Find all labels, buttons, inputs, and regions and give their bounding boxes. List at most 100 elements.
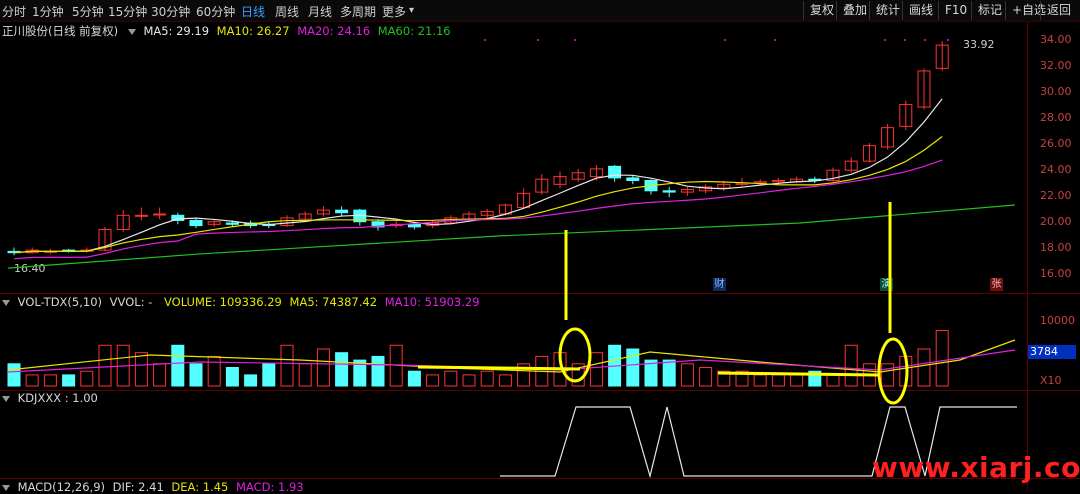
volume-header: VOL-TDX(5,10) VVOL: - VOLUME: 109336.29 … bbox=[2, 295, 480, 309]
candle-body bbox=[134, 214, 148, 217]
volume-bar bbox=[790, 374, 804, 387]
chevron-down-icon[interactable]: ▾ bbox=[409, 5, 415, 16]
dropdown-icon[interactable] bbox=[2, 299, 10, 306]
candle-body bbox=[553, 176, 567, 185]
dropdown-icon[interactable] bbox=[127, 28, 136, 35]
candle-body bbox=[862, 145, 876, 162]
volume-bar bbox=[98, 344, 112, 387]
volume-bar bbox=[844, 344, 858, 387]
candle-body bbox=[608, 165, 622, 179]
signal-dot bbox=[884, 39, 886, 41]
volume-bar bbox=[753, 374, 767, 387]
volume-bar bbox=[134, 352, 148, 387]
volume-value: VOLUME: 109336.29 bbox=[164, 295, 282, 309]
kdj-line bbox=[500, 406, 1017, 479]
tab-1min[interactable]: 1分钟 bbox=[32, 5, 64, 19]
volume-bar bbox=[935, 330, 949, 387]
ma20-line bbox=[13, 159, 943, 260]
stock-label: 正川股份(日线 前复权) bbox=[2, 24, 119, 38]
y-tick: 28.00 bbox=[1040, 111, 1072, 124]
candle-body bbox=[899, 103, 913, 127]
volume-bar bbox=[80, 370, 94, 387]
low-price-label: 16.40 bbox=[14, 262, 46, 275]
candle-body bbox=[935, 44, 949, 69]
candle-body bbox=[171, 214, 185, 221]
tab-5min[interactable]: 5分钟 bbox=[72, 5, 104, 19]
candle-body bbox=[844, 160, 858, 171]
ma60-value: MA60: 21.16 bbox=[377, 24, 451, 38]
overlay-button[interactable]: 叠加 bbox=[836, 1, 873, 20]
tab-30min[interactable]: 30分钟 bbox=[151, 5, 191, 19]
current-volume-box: 3784 bbox=[1028, 345, 1076, 359]
volume-bar bbox=[171, 344, 185, 387]
adjust-button[interactable]: 复权 bbox=[803, 1, 840, 20]
tab-more[interactable]: 更多 bbox=[382, 5, 407, 19]
vol-ma10: MA10: 51903.29 bbox=[384, 295, 480, 309]
signal-dot bbox=[924, 39, 926, 41]
candle-body bbox=[589, 168, 603, 178]
volume-bar bbox=[153, 363, 167, 387]
pane-divider bbox=[0, 390, 1080, 391]
pane-divider bbox=[0, 478, 1080, 479]
volume-bar bbox=[280, 344, 294, 387]
volume-bar bbox=[7, 363, 21, 387]
candle-body bbox=[699, 186, 713, 192]
f10-button[interactable]: F10 bbox=[938, 1, 973, 20]
volume-bar bbox=[407, 370, 421, 387]
volume-bar bbox=[25, 374, 39, 387]
tab-monthly[interactable]: 月线 bbox=[308, 5, 333, 19]
candle-body bbox=[407, 223, 421, 228]
signal-dot bbox=[904, 39, 906, 41]
tab-60min[interactable]: 60分钟 bbox=[196, 5, 236, 19]
candle-body bbox=[316, 209, 330, 215]
candle-body bbox=[662, 190, 676, 193]
dropdown-icon[interactable] bbox=[2, 395, 10, 402]
ma10-line bbox=[13, 136, 943, 254]
candle-body bbox=[771, 179, 785, 183]
tab-multi-period[interactable]: 多周期 bbox=[340, 5, 377, 19]
tab-daily[interactable]: 日线 bbox=[241, 5, 266, 19]
candle-body bbox=[335, 209, 349, 214]
candle-body bbox=[371, 221, 385, 228]
volume-bar bbox=[480, 370, 494, 387]
pane-divider bbox=[0, 293, 1080, 294]
ma20-value: MA20: 24.16 bbox=[297, 24, 371, 38]
volume-bar bbox=[316, 348, 330, 387]
period-toolbar: 分时 1分钟 5分钟 15分钟 30分钟 60分钟 日线 周线 月线 多周期 更… bbox=[0, 0, 1080, 22]
add-watchlist-button[interactable]: +自选 bbox=[1005, 1, 1052, 20]
vol-y-tick: 10000 bbox=[1040, 314, 1075, 327]
signal-dot bbox=[574, 39, 576, 41]
vvol-value: VVOL: - bbox=[109, 295, 153, 309]
ma5-value: MA5: 29.19 bbox=[143, 24, 210, 38]
y-tick: 22.00 bbox=[1040, 189, 1072, 202]
mark-button[interactable]: 标记 bbox=[971, 1, 1008, 20]
volume-bar bbox=[43, 374, 57, 387]
high-price-label: 33.92 bbox=[963, 38, 995, 51]
volume-bar bbox=[298, 363, 312, 387]
candle-body bbox=[98, 228, 112, 251]
signal-dot bbox=[537, 39, 539, 41]
tab-timeshare[interactable]: 分时 bbox=[2, 5, 27, 19]
limit-up-event-tag[interactable]: 张 bbox=[990, 278, 1003, 291]
back-button[interactable]: 返回 bbox=[1040, 1, 1077, 20]
volume-bar bbox=[207, 355, 221, 387]
volume-bar bbox=[462, 374, 476, 387]
y-tick: 34.00 bbox=[1040, 33, 1072, 46]
finance-event-tag[interactable]: 财 bbox=[713, 278, 726, 291]
watermark: www.xiarj.com bbox=[872, 451, 1080, 484]
volume-bar bbox=[353, 359, 367, 387]
tab-weekly[interactable]: 周线 bbox=[275, 5, 300, 19]
statistics-button[interactable]: 统计 bbox=[869, 1, 906, 20]
draw-button[interactable]: 画线 bbox=[902, 1, 939, 20]
volume-bar bbox=[717, 370, 731, 387]
signal-dot bbox=[724, 39, 726, 41]
volume-bar bbox=[189, 363, 203, 387]
volume-bar bbox=[917, 348, 931, 387]
candle-body bbox=[207, 221, 221, 225]
dropdown-icon[interactable] bbox=[2, 484, 10, 491]
volume-bar bbox=[826, 374, 840, 387]
candle-body bbox=[680, 189, 694, 193]
volume-bar bbox=[662, 359, 676, 387]
tab-15min[interactable]: 15分钟 bbox=[108, 5, 148, 19]
